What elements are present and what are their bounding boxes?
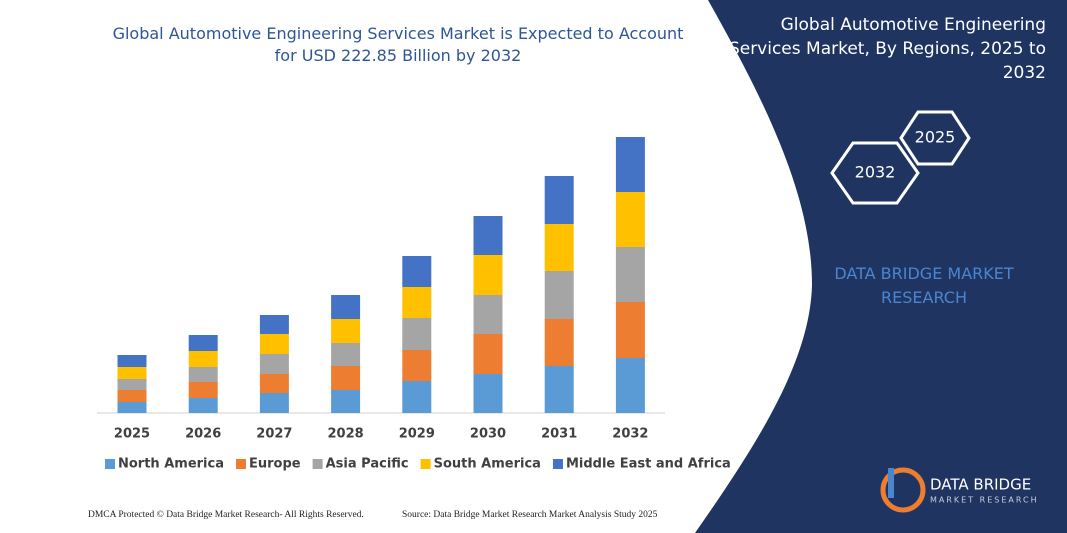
bar-segment	[188, 398, 218, 413]
bar-segment	[473, 374, 503, 413]
bar-segment	[331, 295, 361, 319]
legend-label: Europe	[249, 457, 301, 472]
bar-segment	[402, 287, 432, 318]
logo-sub: MARKET RESEARCH	[930, 496, 1039, 505]
chart-title: Global Automotive Engineering Services M…	[113, 24, 684, 65]
bar-segment	[331, 343, 361, 366]
legend-label: Asia Pacific	[326, 457, 409, 472]
x-tick-label: 2028	[328, 427, 364, 442]
hex-label: 2032	[855, 163, 896, 182]
text-line: RESEARCH	[881, 288, 967, 307]
bar-segment	[259, 315, 289, 334]
text-line: Global Automotive Engineering	[781, 15, 1046, 35]
text-line: 2032	[1003, 63, 1046, 83]
footer-right: Source: Data Bridge Market Research Mark…	[402, 510, 658, 520]
x-tick-label: 2032	[612, 427, 648, 442]
bar-segment	[259, 334, 289, 354]
bar-segment	[402, 318, 432, 350]
bar-segment	[117, 402, 147, 413]
bar-segment	[188, 335, 218, 351]
bar-segment	[473, 216, 503, 255]
bar-segment	[117, 390, 147, 402]
text-line: DATA BRIDGE MARKET	[834, 264, 1014, 283]
bar-segment	[615, 358, 645, 413]
x-tick-label: 2030	[470, 427, 506, 442]
x-tick-label: 2031	[541, 427, 577, 442]
logo-icon	[888, 468, 894, 498]
bar-segment	[402, 256, 432, 287]
text-line: Services Market, By Regions, 2025 to	[729, 39, 1046, 59]
bar-segment	[188, 351, 218, 367]
bar-segment	[188, 367, 218, 382]
bar-segment	[473, 334, 503, 374]
legend-swatch	[236, 459, 246, 469]
hex-label: 2025	[915, 128, 956, 147]
bar-segment	[615, 247, 645, 302]
bar-segment	[117, 379, 147, 390]
bar-segment	[188, 382, 218, 398]
legend-label: South America	[434, 457, 541, 472]
bar-segment	[402, 381, 432, 413]
bar-segment	[544, 271, 574, 319]
logo-icon	[880, 467, 926, 513]
bar-segment	[615, 192, 645, 247]
brand-text: DATA BRIDGE MARKET RESEARCH	[834, 264, 1014, 307]
bar-segment	[544, 176, 574, 224]
panel-title: Global Automotive Engineering Services Ma…	[729, 15, 1046, 83]
bar-segment	[331, 366, 361, 390]
footer-left: DMCA Protected © Data Bridge Market Rese…	[88, 509, 364, 520]
bar-segment	[473, 295, 503, 334]
bar-segment	[615, 137, 645, 192]
x-tick-label: 2029	[399, 427, 435, 442]
legend-swatch	[312, 459, 323, 469]
hexagon	[830, 141, 920, 205]
legend-swatch	[552, 459, 563, 469]
bar-segment	[544, 366, 574, 413]
bar-segment	[473, 255, 503, 295]
bar-segment	[544, 319, 574, 366]
bar-segment	[259, 393, 289, 413]
text-line: Global Automotive Engineering Services M…	[113, 24, 684, 43]
legend-label: North America	[118, 457, 224, 472]
bar-segment	[402, 350, 432, 381]
bar-segment	[259, 374, 289, 393]
x-tick-label: 2025	[114, 427, 150, 442]
bar-segment	[331, 319, 361, 343]
bar-segment	[615, 302, 645, 358]
bar-segment	[331, 390, 361, 413]
bar-segment	[117, 355, 147, 367]
hexagon	[899, 110, 971, 166]
side-panel	[695, 0, 1067, 533]
x-tick-label: 2027	[256, 427, 292, 442]
bar-segment	[259, 354, 289, 374]
text-line: for USD 222.85 Billion by 2032	[275, 46, 522, 65]
bar-segment	[117, 367, 147, 379]
bar-segment	[544, 224, 574, 271]
legend-swatch	[105, 459, 115, 469]
logo-name: DATA BRIDGE	[930, 476, 1031, 494]
x-tick-label: 2026	[185, 427, 221, 442]
legend-swatch	[420, 459, 431, 469]
legend-label: Middle East and Africa	[566, 457, 731, 472]
